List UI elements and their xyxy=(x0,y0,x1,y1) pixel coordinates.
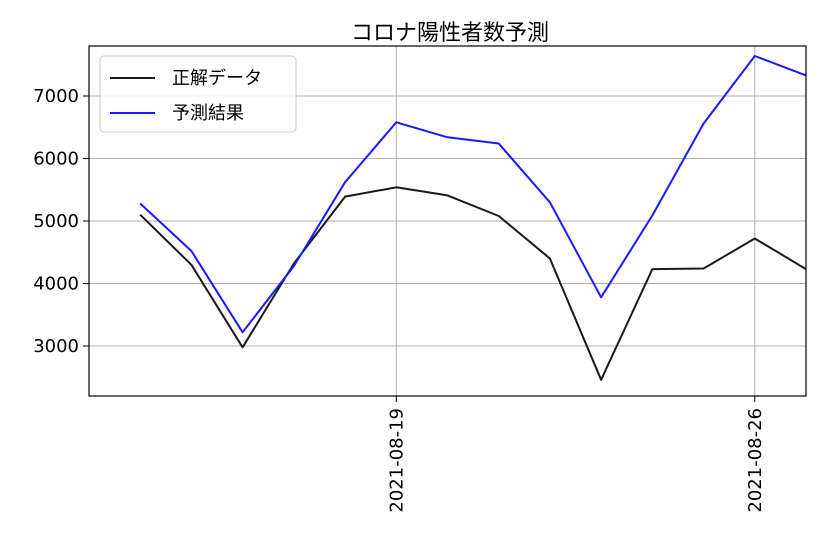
x-axis-ticks: 2021-08-19 2021-08-26 xyxy=(386,396,766,513)
y-tick-label: 6000 xyxy=(33,149,79,170)
y-tick-label: 5000 xyxy=(33,211,79,232)
x-tick-label: 2021-08-26 xyxy=(745,408,766,513)
legend-label-prediction: 予測結果 xyxy=(172,103,244,124)
series-line-1 xyxy=(139,55,807,334)
legend: 正解データ 予測結果 xyxy=(99,55,297,133)
x-tick-label: 2021-08-19 xyxy=(386,408,407,513)
y-tick-label: 4000 xyxy=(33,274,79,295)
y-axis-ticks: 3000 4000 5000 6000 7000 xyxy=(33,86,89,357)
chart-title: コロナ陽性者数予測 xyxy=(351,21,549,46)
series-lines xyxy=(139,55,807,381)
y-tick-label: 7000 xyxy=(33,86,79,107)
series-line-0 xyxy=(139,186,807,381)
y-tick-label: 3000 xyxy=(33,336,79,357)
legend-label-ground-truth: 正解データ xyxy=(172,68,262,89)
